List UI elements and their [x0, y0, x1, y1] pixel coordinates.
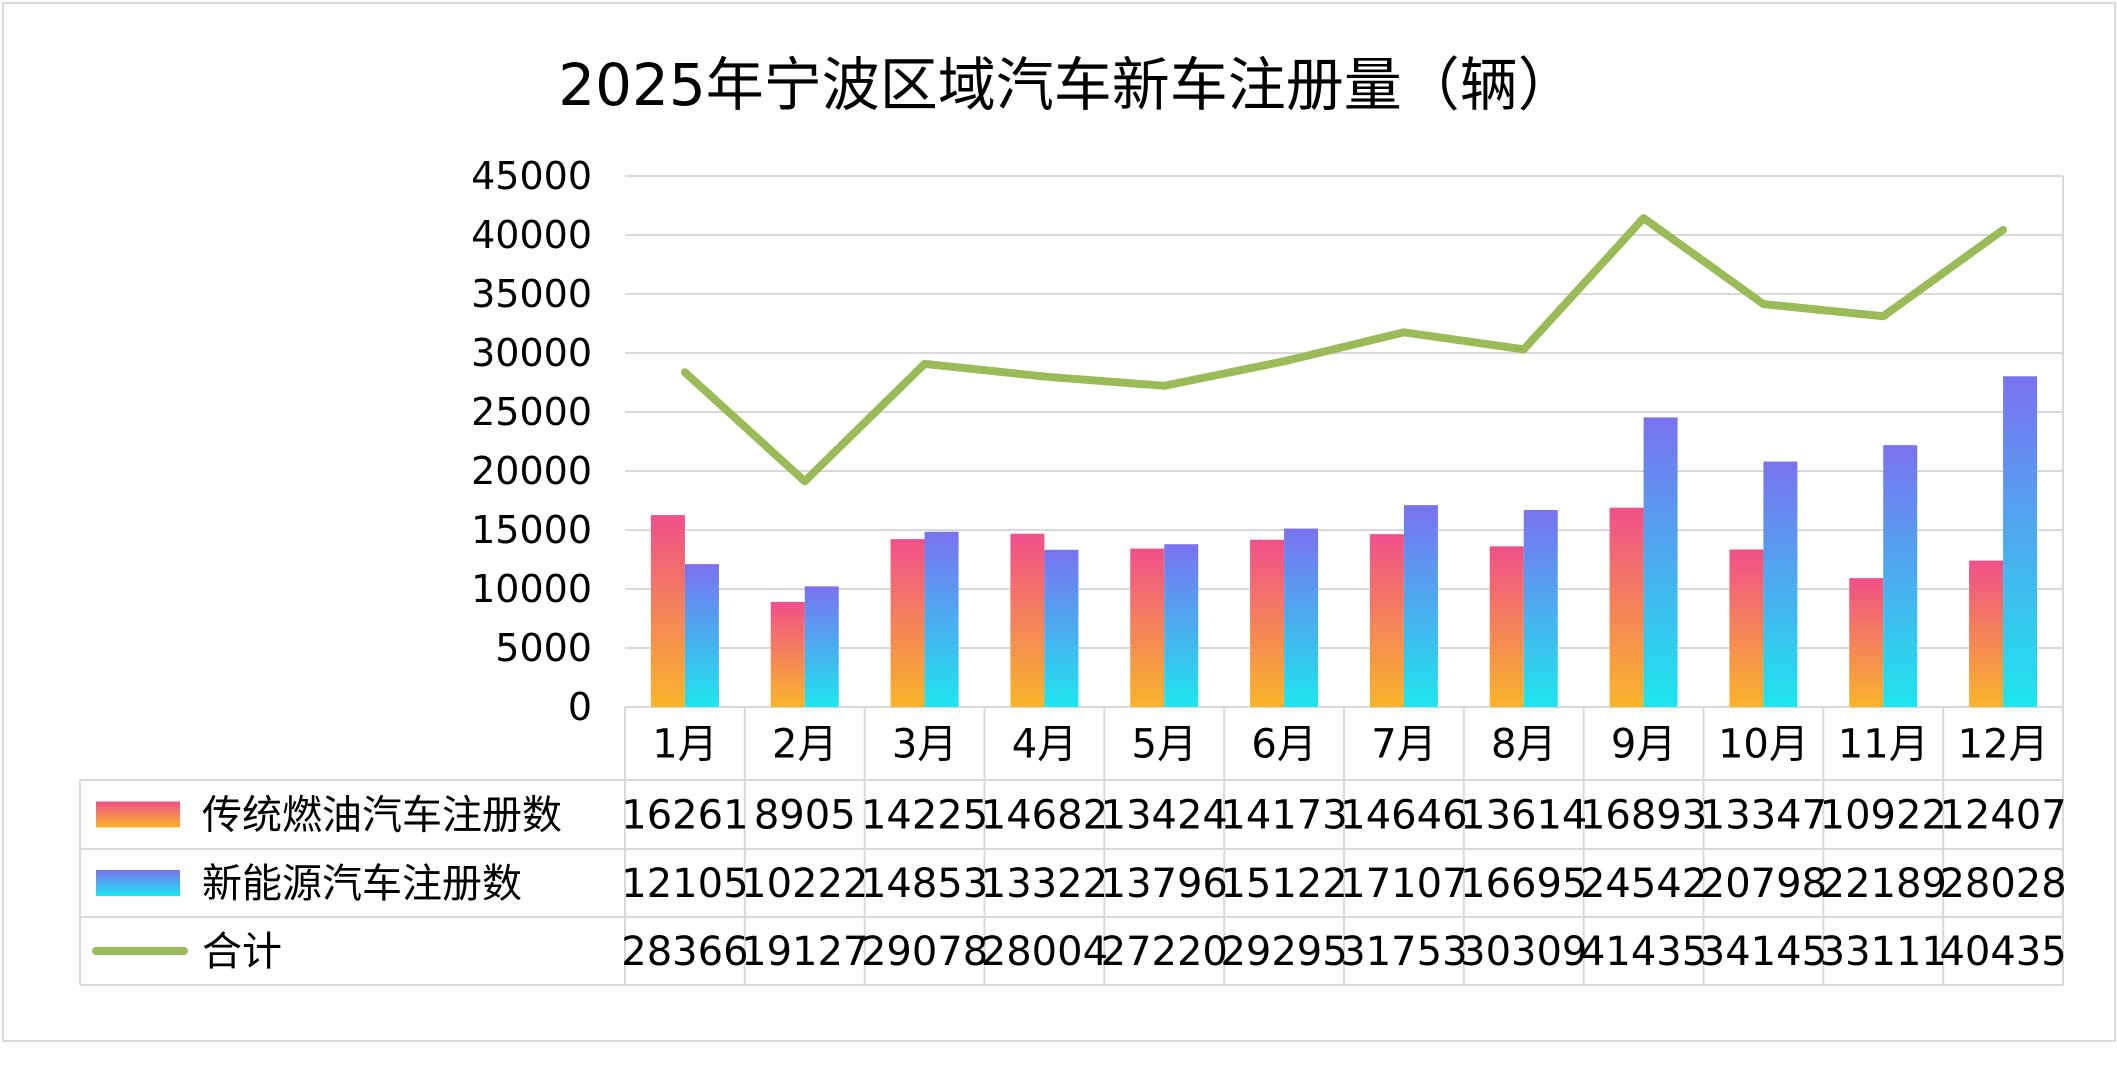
data-label: 33111: [1820, 929, 1947, 975]
data-label: 16893: [1580, 793, 1707, 839]
x-category-label: 9月: [1611, 722, 1676, 768]
legend-series-name: 新能源汽车注册数: [202, 861, 522, 907]
bar-layer: [650, 376, 2038, 707]
data-label: 27220: [1101, 929, 1228, 975]
data-label: 13347: [1700, 793, 1827, 839]
bar-fuel: [1729, 549, 1764, 707]
data-label: 31753: [1340, 929, 1467, 975]
bar-ev: [1164, 544, 1199, 707]
x-category-label: 8月: [1491, 722, 1556, 768]
data-label: 13322: [981, 861, 1108, 907]
data-label: 22189: [1820, 861, 1947, 907]
bar-ev: [1044, 549, 1079, 707]
data-label: 30309: [1460, 929, 1587, 975]
y-tick-label: 25000: [471, 390, 592, 434]
bar-fuel: [770, 601, 805, 707]
data-label: 13796: [1101, 861, 1228, 907]
legend-series-name: 传统燃油汽车注册数: [202, 793, 562, 839]
x-category-label: 5月: [1132, 722, 1197, 768]
y-tick-label: 40000: [471, 213, 592, 257]
bar-fuel: [1849, 578, 1884, 707]
y-tick-label: 20000: [471, 449, 592, 493]
y-tick-label: 10000: [471, 567, 592, 611]
x-category-label: 6月: [1251, 722, 1316, 768]
data-label: 15122: [1220, 861, 1347, 907]
y-tick-label: 35000: [471, 272, 592, 316]
x-category-label: 3月: [892, 722, 957, 768]
series-line-total: [680, 214, 2008, 486]
legend-key-ev: [96, 870, 180, 896]
y-tick-label: 45000: [471, 154, 592, 198]
bar-ev: [1284, 528, 1319, 707]
bar-fuel: [890, 539, 925, 707]
data-label: 14225: [861, 793, 988, 839]
y-tick-label: 15000: [471, 508, 592, 552]
bar-ev: [804, 586, 839, 707]
bar-fuel: [1130, 548, 1165, 707]
bar-fuel: [1250, 539, 1285, 707]
bar-fuel: [1969, 560, 2004, 707]
bar-ev: [2003, 376, 2038, 707]
data-label: 41435: [1580, 929, 1707, 975]
data-label: 16261: [621, 793, 748, 839]
data-label: 28366: [621, 929, 748, 975]
x-category-label: 10月: [1718, 722, 1809, 768]
bar-fuel: [1489, 546, 1524, 707]
y-tick-label: 30000: [471, 331, 592, 375]
x-category-label: 1月: [652, 722, 717, 768]
data-label: 12105: [621, 861, 748, 907]
x-category-label: 11月: [1838, 722, 1929, 768]
y-tick-label: 0: [568, 685, 592, 729]
data-label: 28028: [1939, 861, 2066, 907]
bar-ev: [1403, 505, 1438, 707]
data-label: 19127: [741, 929, 868, 975]
grid-layer: 45000 40000 35000 30000 25000 20000 15000 10000…: [471, 154, 2064, 729]
x-category-label: 12月: [1958, 722, 2049, 768]
data-label: 12407: [1939, 793, 2066, 839]
line-layer: [680, 214, 2008, 486]
bar-ev: [1763, 461, 1798, 707]
chart-title: 2025年宁波区域汽车新车注册量（辆）: [558, 51, 1576, 119]
bar-ev: [924, 531, 959, 707]
data-label: 40435: [1939, 929, 2066, 975]
data-label: 17107: [1340, 861, 1467, 907]
data-label: 13424: [1101, 793, 1228, 839]
data-label: 14682: [981, 793, 1108, 839]
legend-series-name: 合计: [202, 929, 282, 975]
y-tick-label: 5000: [495, 626, 592, 670]
bar-ev: [1643, 417, 1678, 707]
data-label: 10922: [1820, 793, 1947, 839]
x-category-label: 7月: [1371, 722, 1436, 768]
data-label: 8905: [754, 793, 856, 839]
data-label: 28004: [981, 929, 1108, 975]
bar-fuel: [1609, 507, 1644, 707]
data-label: 16695: [1460, 861, 1587, 907]
bar-ev: [1883, 445, 1918, 707]
data-label: 24542: [1580, 861, 1707, 907]
bar-ev: [684, 564, 719, 707]
data-label: 10222: [741, 861, 868, 907]
data-label: 14173: [1220, 793, 1347, 839]
x-category-label: 4月: [1012, 722, 1077, 768]
data-label: 29295: [1220, 929, 1347, 975]
legend-key-fuel: [96, 801, 180, 828]
data-label: 34145: [1700, 929, 1827, 975]
data-label: 29078: [861, 929, 988, 975]
data-label: 14646: [1340, 793, 1467, 839]
bar-fuel: [1369, 534, 1404, 707]
x-category-label: 2月: [772, 722, 837, 768]
data-label: 13614: [1460, 793, 1587, 839]
bar-fuel: [1010, 533, 1045, 707]
bar-fuel: [650, 515, 685, 707]
data-label: 14853: [861, 861, 988, 907]
bar-ev: [1523, 509, 1558, 707]
data-label: 20798: [1700, 861, 1827, 907]
